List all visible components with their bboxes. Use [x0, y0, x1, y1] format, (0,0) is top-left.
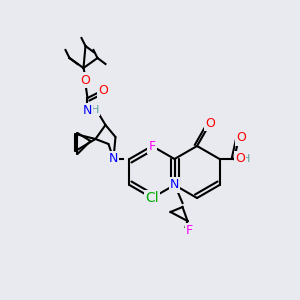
Text: O: O [236, 131, 246, 144]
Text: N: N [83, 103, 92, 116]
Text: O: O [235, 152, 245, 166]
Text: H: H [89, 105, 98, 115]
Text: F: F [186, 224, 193, 238]
Text: N: N [109, 152, 118, 166]
Text: O: O [98, 83, 108, 97]
Text: Cl: Cl [145, 191, 159, 205]
Text: F: F [148, 140, 156, 152]
Text: N: N [170, 178, 179, 191]
Text: H: H [91, 105, 100, 115]
Text: O: O [80, 74, 90, 86]
Text: O: O [205, 117, 215, 130]
Text: H: H [242, 154, 250, 164]
